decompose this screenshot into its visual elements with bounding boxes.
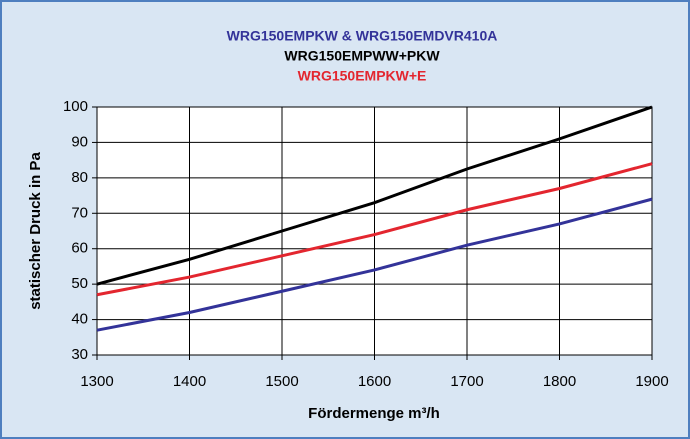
y-tick-label: 80 — [71, 169, 88, 186]
y-axis-label: statischer Druck in Pa — [27, 152, 44, 310]
legend-entry: WRG150EMPKW & WRG150EMDVR410A — [227, 28, 498, 44]
legend-entry: WRG150EMPKW+E — [298, 68, 427, 84]
series-line — [96, 197, 653, 332]
y-tick-label: 90 — [71, 133, 88, 150]
x-tick-label: 1500 — [265, 373, 298, 390]
x-tick-label: 1400 — [173, 373, 206, 390]
x-tick-label: 1300 — [80, 373, 113, 390]
x-tick-label: 1600 — [358, 373, 391, 390]
y-tick-label: 50 — [71, 275, 88, 292]
x-axis-label: Fördermenge m³/h — [308, 405, 440, 422]
x-tick-label: 1700 — [450, 373, 483, 390]
y-tick-label: 70 — [71, 204, 88, 221]
y-tick-label: 60 — [71, 240, 88, 257]
x-tick-label: 1800 — [543, 373, 576, 390]
x-tick-label: 1900 — [635, 373, 668, 390]
series-line — [96, 105, 653, 286]
y-tick-label: 100 — [63, 98, 88, 115]
y-tick-label: 40 — [71, 311, 88, 328]
legend-entry: WRG150EMPWW+PKW — [284, 48, 440, 64]
series-line — [96, 162, 653, 297]
y-tick-label: 30 — [71, 346, 88, 363]
